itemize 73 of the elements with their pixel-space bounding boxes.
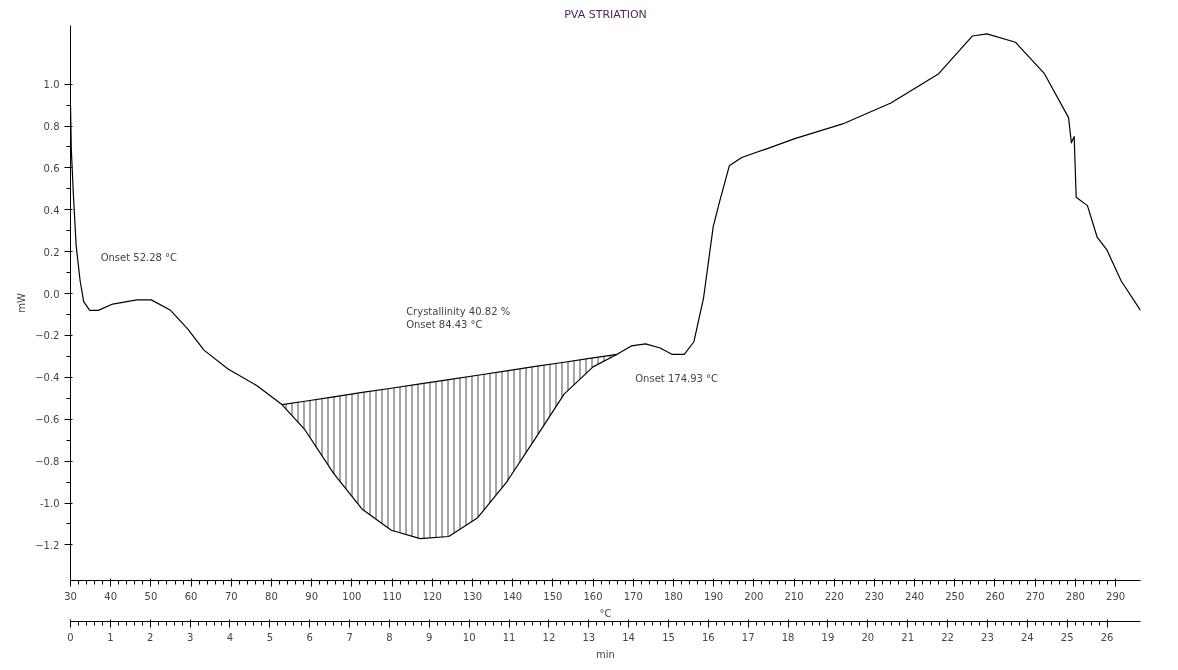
x2-tick-label: 14: [622, 631, 635, 643]
x-tick-label: 130: [462, 590, 482, 602]
x-tick-label: 180: [663, 590, 683, 602]
x-tick-label: 150: [543, 590, 563, 602]
x2-tick-label: 7: [346, 631, 353, 643]
x-tick-label: 170: [623, 590, 643, 602]
x2-axis-title: min: [596, 648, 615, 660]
x-tick-label: 250: [945, 590, 965, 602]
x-tick-label: 30: [64, 590, 77, 602]
x-tick-label: 230: [864, 590, 884, 602]
x-tick-label: 90: [305, 590, 319, 602]
y-axis-title: mW: [16, 293, 28, 313]
x-tick-label: 80: [265, 590, 278, 602]
y-tick-label: −0.2: [35, 330, 60, 342]
y-tick-label: 0.0: [43, 288, 60, 300]
x-tick-label: 70: [224, 590, 238, 602]
x2-tick-label: 12: [542, 631, 556, 643]
x2-tick-label: 24: [1020, 631, 1034, 643]
x-tick-label: 40: [104, 590, 118, 602]
annotation: Crystallinity 40.82 % Onset 84.43 °C: [406, 306, 511, 331]
y-tick-label: -1.0: [39, 498, 60, 510]
x2-tick-label: 19: [821, 631, 835, 643]
x2-tick-label: 9: [426, 631, 433, 643]
x-tick-label: 160: [583, 590, 603, 602]
x2-tick-label: 10: [462, 631, 476, 643]
x2-tick-label: 15: [662, 631, 675, 643]
x-tick-label: 190: [704, 590, 724, 602]
x-tick-label: 200: [744, 590, 764, 602]
x2-tick-label: 4: [226, 631, 234, 643]
x2-tick-label: 11: [502, 631, 516, 643]
x2-tick-label: 13: [582, 631, 596, 643]
y-tick-label: 1.0: [43, 79, 60, 91]
x-axis-title: °C: [599, 607, 612, 619]
y-tick-label: 0.6: [43, 162, 60, 174]
x-tick-label: 270: [1025, 590, 1045, 602]
x2-tick-label: 18: [781, 631, 795, 643]
x2-tick-label: 6: [306, 631, 313, 643]
x-tick-label: 210: [784, 590, 804, 602]
x-tick-label: 140: [503, 590, 523, 602]
y-tick-label: 0.8: [43, 121, 60, 133]
y-tick-label: −0.8: [35, 456, 60, 468]
x2-tick-label: 2: [147, 631, 154, 643]
x-tick-label: 260: [985, 590, 1005, 602]
x2-tick-label: 26: [1100, 631, 1114, 643]
x2-tick-label: 0: [67, 631, 74, 643]
annotation: Onset 174.93 °C: [635, 373, 719, 385]
annotation: Onset 52.28 °C: [100, 251, 178, 263]
x-tick-label: 110: [382, 590, 402, 602]
x-tick-label: 50: [144, 590, 158, 602]
x2-tick-label: 8: [386, 631, 393, 643]
x2-tick-label: 3: [186, 631, 194, 643]
y-tick-label: −0.4: [35, 372, 60, 384]
x2-tick-label: 5: [266, 631, 274, 643]
chart-title: PVA STRIATION: [564, 7, 647, 21]
x2-tick-label: 20: [861, 631, 875, 643]
y-tick-label: 0.2: [43, 246, 60, 258]
x2-tick-label: 21: [901, 631, 915, 643]
x2-tick-label: 17: [741, 631, 755, 643]
x-tick-label: 240: [905, 590, 925, 602]
y-tick-label: 0.4: [43, 204, 60, 216]
x-tick-label: 220: [824, 590, 844, 602]
y-tick-label: −1.2: [35, 539, 60, 551]
x-tick-label: 100: [342, 590, 362, 602]
x2-tick-label: 1: [107, 631, 114, 643]
x2-tick-label: 25: [1060, 631, 1074, 643]
x2-tick-label: 23: [981, 631, 994, 643]
x-tick-label: 290: [1106, 590, 1126, 602]
x-tick-label: 120: [422, 590, 442, 602]
x-tick-label: 280: [1065, 590, 1085, 602]
x-tick-label: 60: [184, 590, 198, 602]
x2-tick-label: 22: [941, 631, 954, 643]
y-tick-label: −0.6: [35, 414, 60, 426]
x2-tick-label: 16: [701, 631, 715, 643]
